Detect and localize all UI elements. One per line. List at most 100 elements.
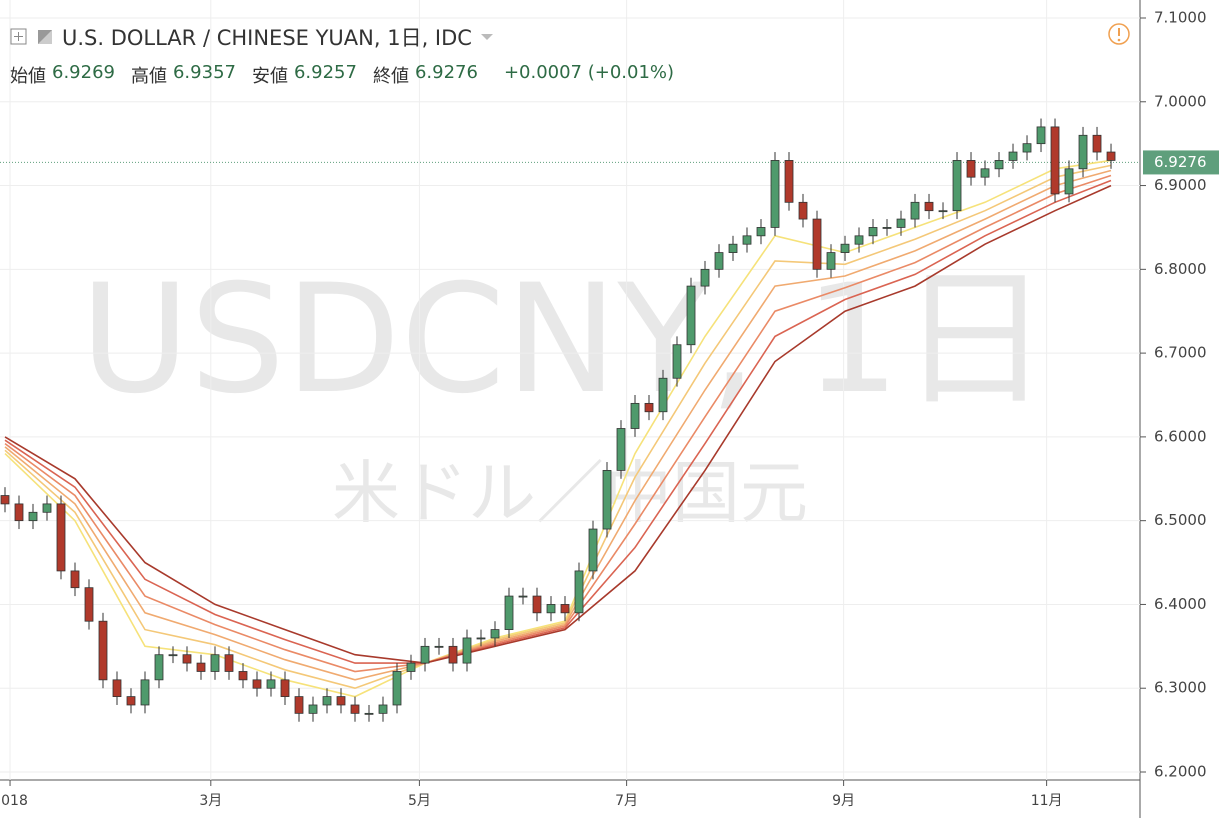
candle-body <box>84 587 94 622</box>
candle-body <box>336 696 346 706</box>
y-tick-label: 7.1000 <box>1154 9 1207 27</box>
candle-body <box>546 604 556 614</box>
candle-body <box>1050 126 1060 195</box>
candle-body <box>840 243 850 253</box>
candle-body <box>154 654 164 681</box>
watermark: USDCNY, 1日 <box>80 253 1050 427</box>
candle-body <box>294 696 304 714</box>
moving-average-line <box>4 164 1112 690</box>
close-label: 終値 <box>372 66 409 87</box>
candle-body <box>714 252 724 270</box>
candle-body <box>952 160 962 212</box>
candle-body <box>70 570 80 589</box>
candle-body <box>196 662 206 672</box>
low-value: 6.9257 <box>293 62 357 83</box>
high-value: 6.9357 <box>172 62 236 83</box>
candle-body <box>826 252 836 270</box>
candle-body <box>1022 143 1032 153</box>
watermark-subtitle: 米ドル／中国元 <box>332 455 808 534</box>
candle-body <box>252 679 262 689</box>
candle-body <box>770 160 780 228</box>
open-label: 始値 <box>10 66 46 87</box>
alert-dot <box>1117 38 1121 42</box>
candle-body <box>924 201 934 212</box>
candle-body <box>644 402 654 413</box>
candle-body <box>28 511 38 522</box>
y-tick-label: 6.9000 <box>1154 176 1207 194</box>
candle-body <box>1008 151 1018 161</box>
x-tick-label: 11月 <box>1031 793 1063 809</box>
moving-average-line <box>4 169 1112 681</box>
candle-body <box>742 235 752 245</box>
candle-body <box>1078 134 1088 170</box>
alert-circle <box>1108 23 1130 45</box>
candle-body <box>798 201 808 220</box>
x-tick-label: 5月 <box>408 793 431 809</box>
candle-body <box>504 595 514 630</box>
candle-body <box>518 595 528 598</box>
candle-body <box>784 160 794 203</box>
y-tick-label: 6.2000 <box>1154 763 1207 781</box>
ohlc-line: 始値 6.9269 高値 6.9357 安値 6.9257 終値 6.9276 +0.0… <box>10 62 674 88</box>
x-tick-label: 9月 <box>832 793 855 809</box>
candle-body <box>882 227 892 229</box>
dropdown-icon[interactable] <box>480 32 494 42</box>
y-tick-label: 7.0000 <box>1154 92 1207 110</box>
candle-body <box>238 671 248 681</box>
x-tick-label: 3月 <box>199 793 222 809</box>
candle-body <box>182 654 192 664</box>
y-tick-label: 6.4000 <box>1154 595 1207 613</box>
header: U.S. DOLLAR / CHINESE YUAN, 1日, IDC 始値 6.… <box>10 22 674 88</box>
candle-body <box>938 210 948 213</box>
candle-body <box>266 679 276 689</box>
candle-body <box>14 503 24 522</box>
candle-body <box>406 662 416 672</box>
collapse-icon[interactable] <box>10 28 28 46</box>
high-label: 高値 <box>130 66 167 87</box>
candle-body <box>350 704 360 714</box>
y-tick-label: 6.5000 <box>1154 511 1207 529</box>
candle-body <box>994 160 1004 170</box>
candle-body <box>574 570 584 614</box>
candle-body <box>728 243 738 253</box>
candle-body <box>476 637 486 640</box>
candle-body <box>56 503 66 572</box>
candle-body <box>490 629 500 639</box>
candle-body <box>658 377 668 413</box>
alert-icon[interactable] <box>1108 23 1130 45</box>
y-tick-label: 6.7000 <box>1154 344 1207 362</box>
candle-body <box>280 679 290 697</box>
candle-body <box>1036 126 1046 145</box>
candle-body <box>756 227 766 237</box>
last-price-label: 6.9276 <box>1154 153 1207 171</box>
candle-body <box>126 696 136 706</box>
open-value: 6.9269 <box>52 62 115 83</box>
low-label: 安値 <box>251 66 288 87</box>
candle-body <box>700 268 710 287</box>
candle-body <box>672 344 682 379</box>
change-value: +0.0007 (+0.01%) <box>503 62 675 83</box>
candle-body <box>868 227 878 237</box>
moving-average-line <box>4 159 1112 698</box>
symbol-icon <box>38 30 52 44</box>
candle-body <box>854 235 864 245</box>
candle-body <box>910 201 920 220</box>
candle-body <box>1092 134 1102 153</box>
y-tick-label: 6.3000 <box>1154 679 1207 697</box>
candle-body <box>0 495 10 505</box>
candle-body <box>420 645 430 664</box>
candle-body <box>378 704 388 714</box>
x-tick-label: 2018 <box>0 793 28 809</box>
y-tick-label: 6.8000 <box>1154 260 1207 278</box>
x-tick-label: 7月 <box>615 793 638 809</box>
candle-body <box>98 620 108 681</box>
candle-body <box>686 285 696 346</box>
candle-body <box>630 402 640 429</box>
moving-average-line <box>4 174 1112 673</box>
candle-body <box>588 528 598 572</box>
symbol-line: U.S. DOLLAR / CHINESE YUAN, 1日, IDC <box>10 22 674 52</box>
candle-body <box>1064 168 1074 195</box>
candle-body <box>980 168 990 178</box>
